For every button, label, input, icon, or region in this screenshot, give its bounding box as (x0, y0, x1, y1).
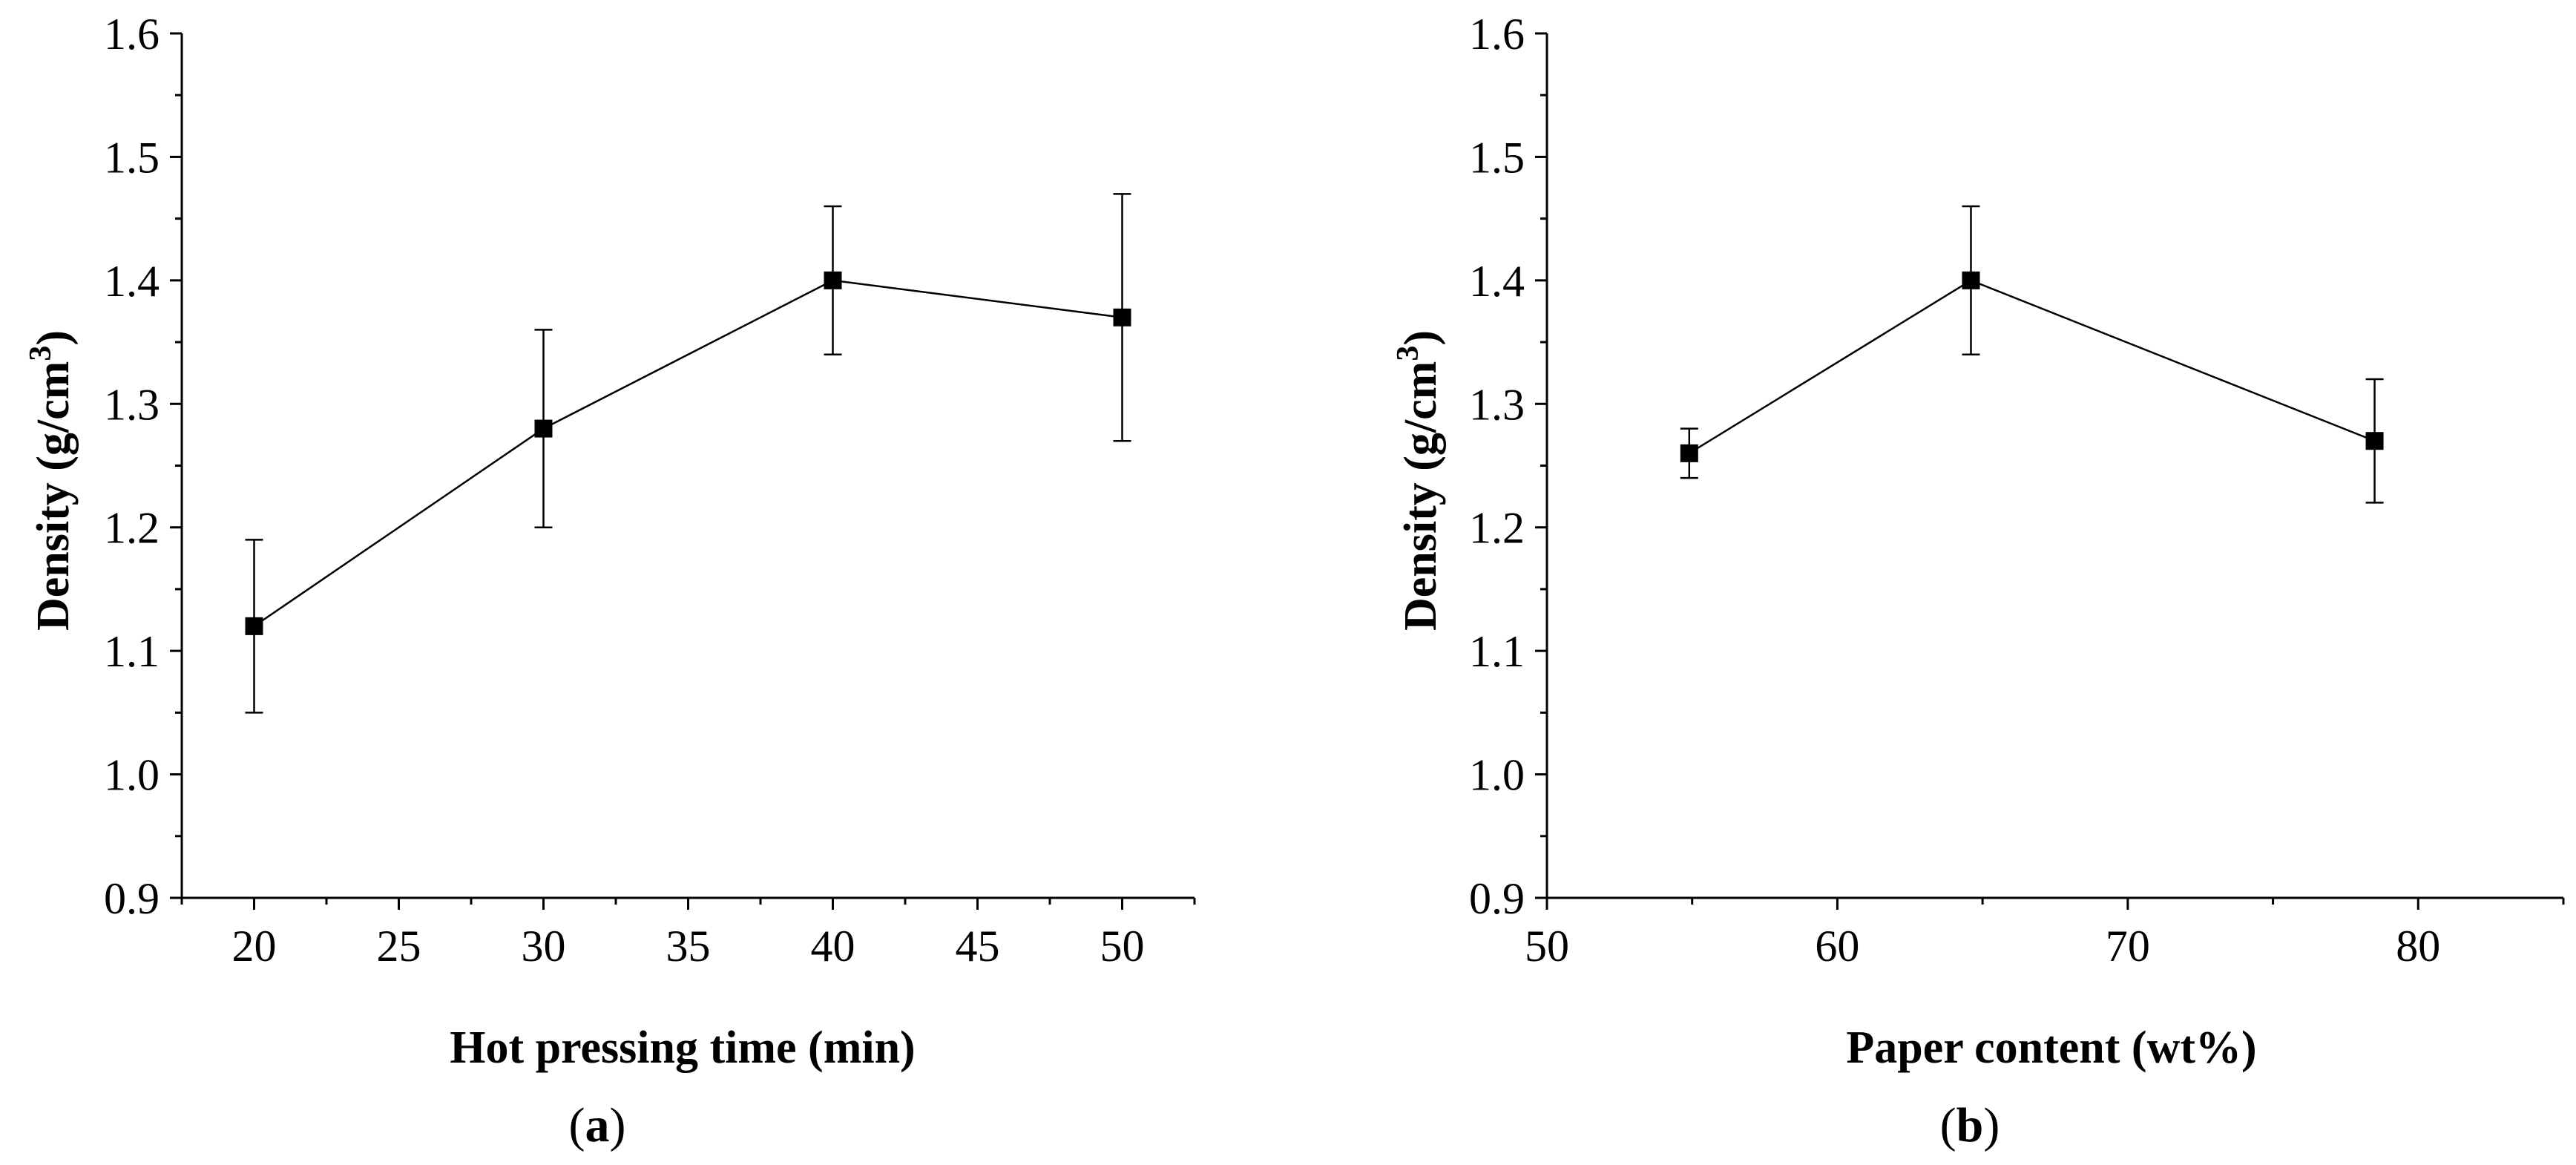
y-axis-title-close: ) (28, 330, 79, 346)
panel-label: (a) (569, 1098, 626, 1152)
panel-label-close: ) (610, 1098, 626, 1152)
y-tick-label: 1.2 (104, 504, 160, 553)
panel-label-close: ) (1983, 1098, 2000, 1152)
y-tick-label: 1.2 (1469, 504, 1525, 553)
data-point-marker (1962, 271, 1980, 289)
panel-label-open: ( (569, 1098, 585, 1152)
x-tick-label: 50 (1100, 922, 1145, 971)
y-tick-label: 1.0 (1469, 751, 1525, 800)
series-line (1689, 279, 2376, 454)
x-tick-label: 50 (1525, 922, 1569, 971)
y-tick-label: 1.6 (1469, 10, 1525, 59)
y-tick-label: 1.1 (1469, 627, 1525, 676)
x-tick-label: 45 (956, 922, 1000, 971)
y-axis-title-superscript: 3 (24, 346, 58, 361)
y-tick-label: 1.3 (104, 380, 160, 429)
y-axis-title-superscript: 3 (1391, 346, 1425, 361)
x-axis-title: Paper content (wt%) (1846, 1023, 2256, 1073)
panel-a-chart: 0.9 1.0 1.1 1.2 1.3 1.4 1.5 1.6 20 25 30 35 40 45 50 Ho… (24, 10, 1196, 1152)
data-point-marker (824, 271, 842, 289)
x-tick-label: 25 (377, 922, 421, 971)
data-point-marker (2365, 432, 2384, 450)
x-tick-label: 30 (522, 922, 566, 971)
data-point-marker (1680, 444, 1698, 462)
series-line (253, 279, 1123, 627)
y-tick-label: 0.9 (1469, 874, 1525, 923)
y-tick-label: 1.4 (104, 257, 160, 306)
panel-label-letter: b (1956, 1098, 1984, 1152)
data-point-marker (1113, 308, 1131, 326)
y-axis-title: Density (g/cm3) (24, 330, 79, 631)
y-tick-label: 1.1 (104, 627, 160, 676)
y-tick-label: 1.4 (1469, 257, 1525, 306)
panel-label-letter: a (585, 1098, 610, 1152)
y-tick-label: 1.3 (1469, 380, 1525, 429)
data-point-marker (245, 617, 263, 635)
data-point-marker (534, 419, 553, 438)
x-tick-label: 35 (666, 922, 711, 971)
x-tick-label: 80 (2396, 922, 2440, 971)
x-tick-label: 60 (1815, 922, 1859, 971)
x-tick-label: 40 (811, 922, 855, 971)
panel-label: (b) (1940, 1098, 2000, 1152)
x-tick-label: 70 (2106, 922, 2150, 971)
y-axis-title-main: Density (g/cm (1396, 361, 1446, 631)
panel-b-chart: 0.9 1.0 1.1 1.2 1.3 1.4 1.5 1.6 50 60 70 80 Paper co… (1391, 10, 2565, 1152)
x-axis-title: Hot pressing time (min) (450, 1023, 915, 1073)
y-tick-label: 1.5 (1469, 133, 1525, 182)
y-tick-label: 1.6 (104, 10, 160, 59)
y-tick-label: 1.0 (104, 751, 160, 800)
y-tick-label: 0.9 (104, 874, 160, 923)
x-tick-label: 20 (232, 922, 277, 971)
y-axis-title-close: ) (1396, 330, 1446, 346)
panel-label-open: ( (1940, 1098, 1956, 1152)
y-tick-label: 1.5 (104, 133, 160, 182)
y-axis-title-main: Density (g/cm (28, 361, 79, 631)
y-axis-title: Density (g/cm3) (1391, 330, 1446, 631)
